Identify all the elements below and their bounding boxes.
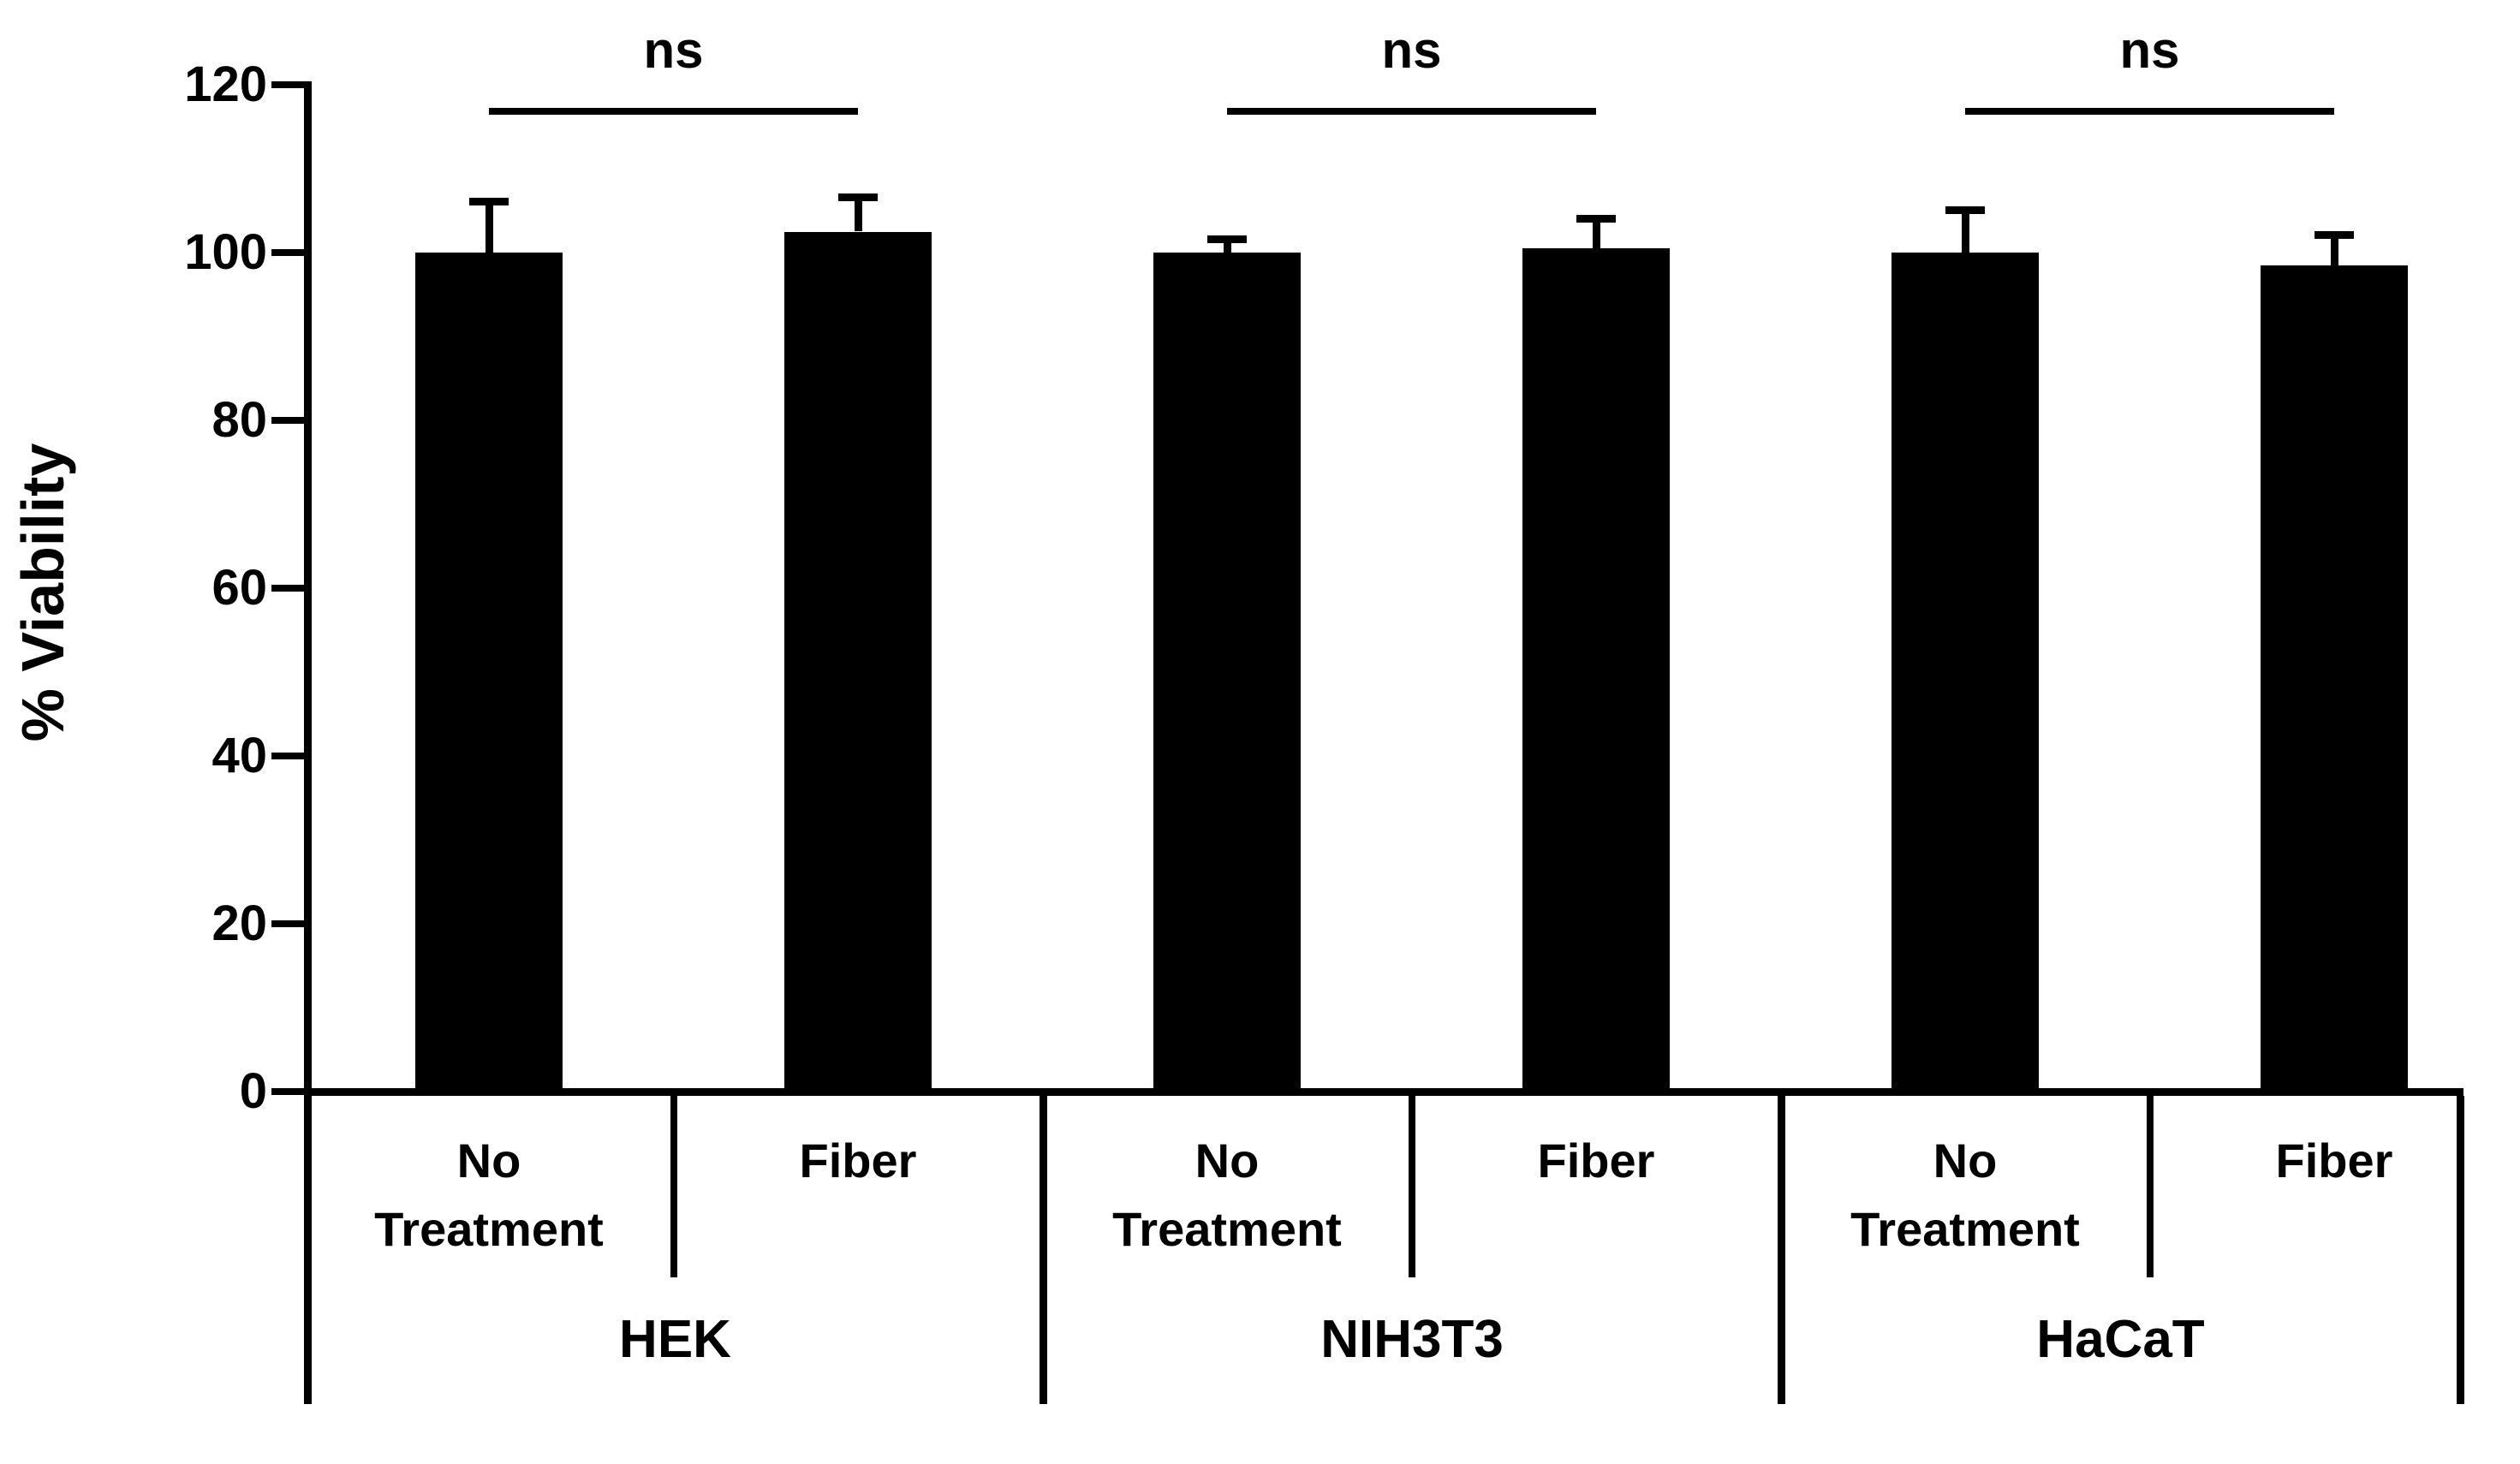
treatment-divider bbox=[670, 1096, 677, 1277]
x-category-label: Fiber bbox=[799, 1134, 917, 1187]
error-bar-cap bbox=[1945, 206, 1985, 214]
group-divider bbox=[2457, 1096, 2464, 1404]
bar bbox=[1522, 248, 1670, 1095]
y-axis-tick-label: 0 bbox=[239, 1063, 267, 1119]
group-divider bbox=[1040, 1096, 1047, 1404]
bar bbox=[1891, 253, 2039, 1095]
bar bbox=[1153, 253, 1301, 1095]
bar bbox=[2261, 265, 2408, 1095]
y-axis-tick-label: 100 bbox=[184, 224, 267, 280]
y-axis-tick-label: 80 bbox=[211, 392, 267, 448]
x-category-label: No Treatment bbox=[1112, 1134, 1342, 1256]
bar bbox=[415, 253, 563, 1095]
y-axis-line bbox=[304, 81, 312, 1095]
significance-label: ns bbox=[1381, 21, 1442, 79]
group-label: HEK bbox=[619, 1310, 731, 1369]
error-bar-stem bbox=[2331, 235, 2338, 265]
error-bar-cap bbox=[838, 193, 878, 202]
y-axis-tick bbox=[271, 585, 307, 592]
error-bar-cap bbox=[2314, 231, 2354, 240]
y-axis-tick-label: 60 bbox=[211, 560, 267, 616]
error-bar-stem bbox=[486, 202, 493, 253]
significance-label: ns bbox=[643, 21, 704, 79]
x-axis-line bbox=[304, 1088, 2463, 1096]
x-category-label: Fiber bbox=[1537, 1134, 1655, 1187]
y-axis-tick-label: 120 bbox=[184, 57, 267, 112]
y-axis-tick bbox=[271, 249, 307, 256]
y-axis-tick bbox=[271, 920, 307, 927]
group-divider bbox=[304, 1096, 312, 1404]
y-axis-tick bbox=[271, 1088, 307, 1095]
significance-line bbox=[489, 108, 858, 115]
error-bar-cap bbox=[1207, 235, 1247, 244]
error-bar-stem bbox=[1593, 218, 1600, 249]
error-bar-stem bbox=[1962, 211, 1969, 253]
group-label: HaCaT bbox=[2036, 1310, 2205, 1369]
group-divider bbox=[1778, 1096, 1785, 1404]
y-axis-tick bbox=[271, 753, 307, 759]
y-axis-tick bbox=[271, 417, 307, 424]
treatment-divider bbox=[1408, 1096, 1415, 1277]
y-axis-tick bbox=[271, 81, 307, 88]
x-category-label: Fiber bbox=[2275, 1134, 2393, 1187]
significance-label: ns bbox=[2119, 21, 2180, 79]
x-category-label: No Treatment bbox=[1850, 1134, 2080, 1256]
error-bar-stem bbox=[1224, 240, 1231, 253]
y-axis-tick-label: 20 bbox=[211, 896, 267, 951]
bar bbox=[784, 231, 932, 1095]
x-category-label: No Treatment bbox=[374, 1134, 604, 1256]
treatment-divider bbox=[2146, 1096, 2154, 1277]
error-bar-stem bbox=[855, 198, 862, 232]
error-bar-cap bbox=[1576, 214, 1616, 223]
significance-line bbox=[1227, 108, 1596, 115]
significance-line bbox=[1965, 108, 2334, 115]
y-axis-tick-label: 40 bbox=[211, 728, 267, 783]
error-bar-cap bbox=[469, 198, 509, 206]
group-label: NIH3T3 bbox=[1320, 1310, 1504, 1369]
